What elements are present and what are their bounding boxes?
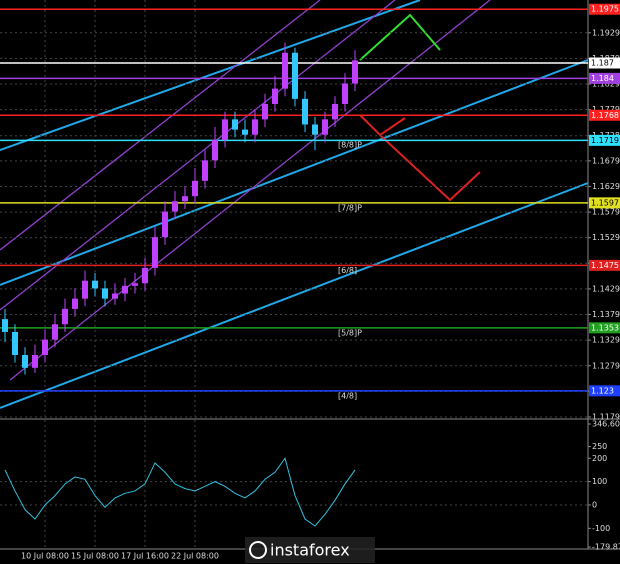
candle-body [252,119,258,135]
candle-body [322,119,328,135]
y2-tick-label: 200 [592,454,607,463]
level-label: 1.1353 [591,323,619,332]
x-tick-label: 10 Jul 08:00 [21,552,69,561]
y-tick-label: 1.1329 [592,336,620,345]
level-label-box [589,57,620,69]
trend-line [0,0,421,151]
candle-body [22,354,28,368]
y-tick-label: 1.1629 [592,182,620,191]
candle-body [112,293,118,299]
y-tick-label: 1.1279 [592,361,620,370]
level-label-box [589,72,620,84]
candle-body [232,119,238,130]
y-tick-label: 1.1829 [592,80,620,89]
candle-body [282,52,288,89]
level-label-box [589,322,620,334]
level-label: 1.1719 [591,136,619,145]
murray-label: [8/8]P [338,140,362,149]
y-tick-label: 1.1179 [592,412,620,421]
y2-tick-label: 0 [592,500,597,509]
y2-tick-label: 346.6021 [592,420,620,429]
candle-body [182,196,188,202]
level-label-box [589,259,620,271]
murray-label: [7/8]P [338,203,362,212]
candle-body [302,98,308,125]
x-tick-label: 15 Jul 08:00 [71,552,119,561]
y2-tick-label: -179.8745 [592,543,620,552]
candle-body [352,60,358,84]
y2-tick-label: -100 [592,524,610,533]
candle-body [122,285,128,294]
candle-body [82,280,88,299]
y-tick-label: 1.1529 [592,233,620,242]
candle-body [332,103,338,120]
candle-body [152,237,158,268]
watermark-logo [249,541,267,559]
level-label-box [589,197,620,209]
candle-body [222,119,228,140]
y-tick-label: 1.1779 [592,105,620,114]
y-tick-label: 1.1379 [592,310,620,319]
y-tick-label: 1.1429 [592,284,620,293]
candle-body [2,319,8,332]
candle-body [42,339,48,355]
y-tick-label: 1.1929 [592,28,620,37]
level-label-box [589,134,620,146]
candle-body [162,211,168,238]
level-label: 1.187 [591,59,614,68]
candle-body [272,88,278,104]
level-label-box [589,109,620,121]
candle-body [32,354,38,368]
y2-tick-label: 100 [592,477,607,486]
channel-line [0,0,396,311]
candle-body [52,324,58,340]
y-tick-label: 1.1579 [592,208,620,217]
candle-body [132,283,138,286]
level-label-box [589,385,620,397]
candle-body [312,124,318,135]
candle-body [102,288,108,299]
murray-label: [4/8] [338,391,357,400]
level-label: 1.123 [591,386,614,395]
murray-label: [6/8] [338,266,357,275]
x-tick-label: 17 Jul 16:00 [121,552,169,561]
candle-body [262,103,268,120]
candle-body [12,331,18,355]
level-label-box [589,3,620,15]
y2-tick-label: 250 [592,442,607,451]
candle-body [62,308,68,325]
level-label: 1.1597 [591,198,619,207]
watermark: instaforex [270,541,350,560]
cci-line [4,457,356,527]
y-tick-label: 1.1679 [592,156,620,165]
candle-body [292,52,298,99]
level-label: 1.184 [591,74,614,83]
trend-line [0,182,589,409]
candle-body [342,83,348,104]
drawings [0,0,589,409]
candle-body [192,180,198,197]
level-label: 1.1975 [591,5,619,14]
murray-label: [5/8]P [338,328,362,337]
candle-body [212,139,218,161]
candle-body [202,160,208,181]
level-label: 1.1475 [591,261,619,270]
trend-line [0,59,589,286]
forecast-arrow [379,134,481,202]
channel-line [0,0,321,251]
forecast-arrow [359,13,441,61]
x-tick-label: 22 Jul 08:00 [171,552,219,561]
candle-body [142,267,148,284]
candle-body [92,280,98,289]
level-label: 1.1768 [591,111,619,120]
candle-body [72,298,78,309]
candle-body [172,201,178,212]
candle-body [242,129,248,135]
